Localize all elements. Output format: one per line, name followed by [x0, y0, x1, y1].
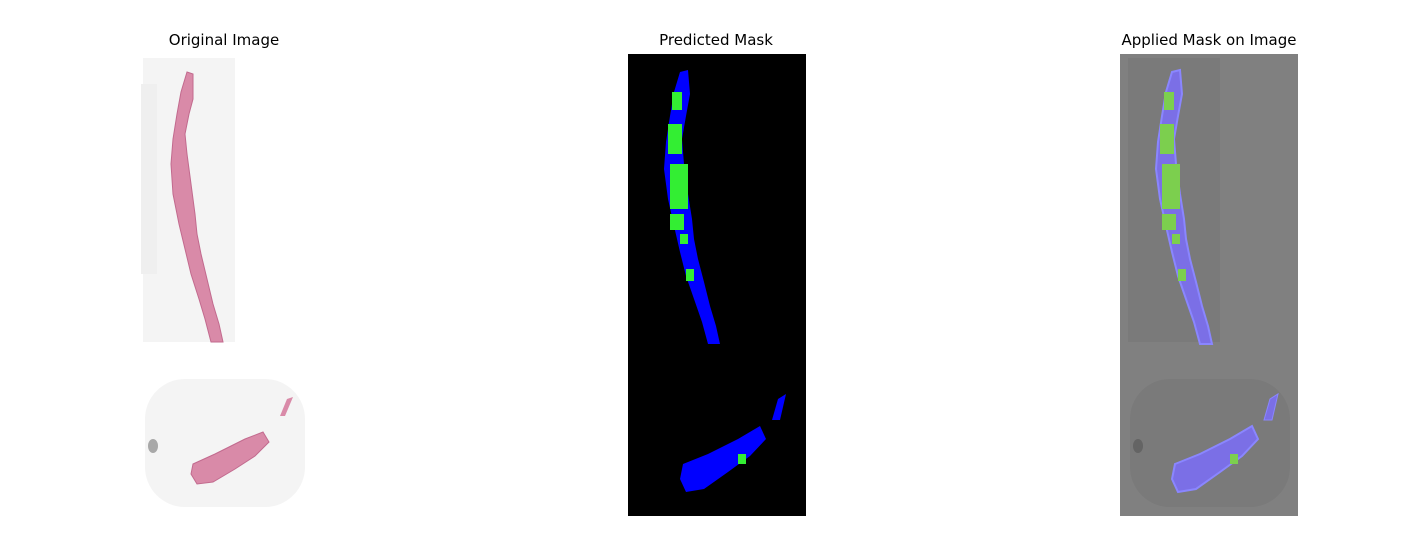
tissue-lower: [190, 431, 270, 485]
background-tiles: [141, 58, 305, 507]
overlay-tumor-regions: [1160, 92, 1238, 464]
tissue-upper: [170, 71, 224, 343]
overlay-dark-spot: [1133, 439, 1143, 453]
original-image-panel: [135, 54, 313, 516]
dark-spot: [148, 439, 158, 453]
applied-mask: [1120, 54, 1298, 516]
tissue-fragment: [280, 397, 293, 416]
mask-tissue-lower: [680, 426, 766, 492]
mask-background: [628, 54, 806, 516]
predicted-mask-panel: [628, 54, 806, 516]
overlay-tissue-lower: [1170, 424, 1260, 494]
mask-tumor-regions: [668, 92, 746, 464]
predicted-mask: [628, 54, 806, 516]
original-image: [141, 58, 305, 507]
applied-mask-title: Applied Mask on Image: [1121, 31, 1297, 49]
mask-tissue-fragment: [772, 394, 786, 420]
applied-mask-panel: [1120, 54, 1298, 516]
original-image-title: Original Image: [168, 31, 280, 49]
overlay-tissue-fragment: [1263, 392, 1279, 421]
predicted-mask-title: Predicted Mask: [659, 31, 773, 49]
